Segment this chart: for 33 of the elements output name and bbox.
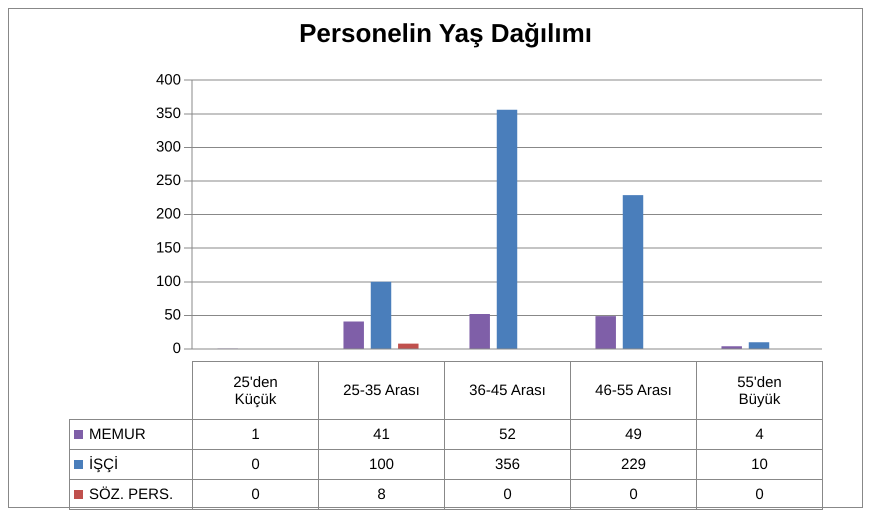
- data-label: 0: [696, 480, 822, 510]
- x-tick-label: 25'den Küçük: [192, 362, 318, 420]
- data-label: 4: [696, 420, 822, 450]
- y-tick-label: 150: [156, 239, 181, 256]
- data-label: 356: [444, 450, 570, 480]
- x-tick-label: 55'den Büyük: [696, 362, 822, 420]
- data-label: 0: [570, 480, 696, 510]
- data-label: 229: [570, 450, 696, 480]
- y-tick-label: 250: [156, 172, 181, 190]
- legend-label: İŞÇİ: [70, 450, 192, 480]
- data-label: 0: [192, 450, 318, 480]
- data-label: 0: [444, 480, 570, 510]
- legend-label: MEMUR: [70, 420, 192, 450]
- y-tick-label: 200: [156, 206, 181, 223]
- x-tick-label: 25-35 Arası: [318, 362, 444, 420]
- y-tick-label: 300: [156, 138, 181, 156]
- data-label: 41: [318, 420, 444, 450]
- y-tick-label: 0: [172, 340, 181, 358]
- data-label: 49: [570, 420, 696, 450]
- data-label: 0: [192, 480, 318, 510]
- data-label: 10: [696, 450, 822, 480]
- y-tick-label: 50: [164, 306, 181, 324]
- y-tick-label: 400: [156, 71, 181, 88]
- x-tick-label: 46-55 Arası: [570, 362, 696, 420]
- data-label: 8: [318, 480, 444, 510]
- y-tick-label: 100: [156, 272, 181, 290]
- y-tick-label: 350: [156, 104, 181, 122]
- data-label: 1: [192, 420, 318, 450]
- data-label: 52: [444, 420, 570, 450]
- data-label: 100: [318, 450, 444, 480]
- legend-label: SÖZ. PERS.: [70, 480, 192, 510]
- x-tick-label: 36-45 Arası: [444, 362, 570, 420]
- chart-title: Personelin Yaş Dağılımı: [299, 18, 592, 48]
